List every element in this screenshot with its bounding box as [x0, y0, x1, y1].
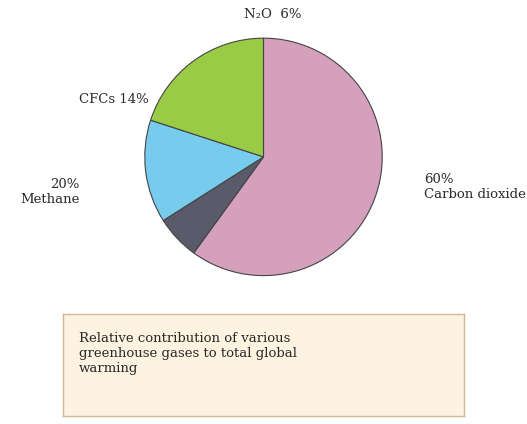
- Text: CFCs 14%: CFCs 14%: [80, 93, 149, 106]
- Text: N₂O  6%: N₂O 6%: [244, 8, 302, 21]
- Text: Relative contribution of various
greenhouse gases to total global
warming: Relative contribution of various greenho…: [79, 332, 297, 375]
- Wedge shape: [194, 38, 382, 276]
- Text: 60%
Carbon dioxide: 60% Carbon dioxide: [424, 173, 525, 201]
- Wedge shape: [145, 120, 264, 220]
- Wedge shape: [163, 157, 264, 253]
- Wedge shape: [151, 38, 264, 157]
- Text: 20%
Methane: 20% Methane: [20, 179, 80, 206]
